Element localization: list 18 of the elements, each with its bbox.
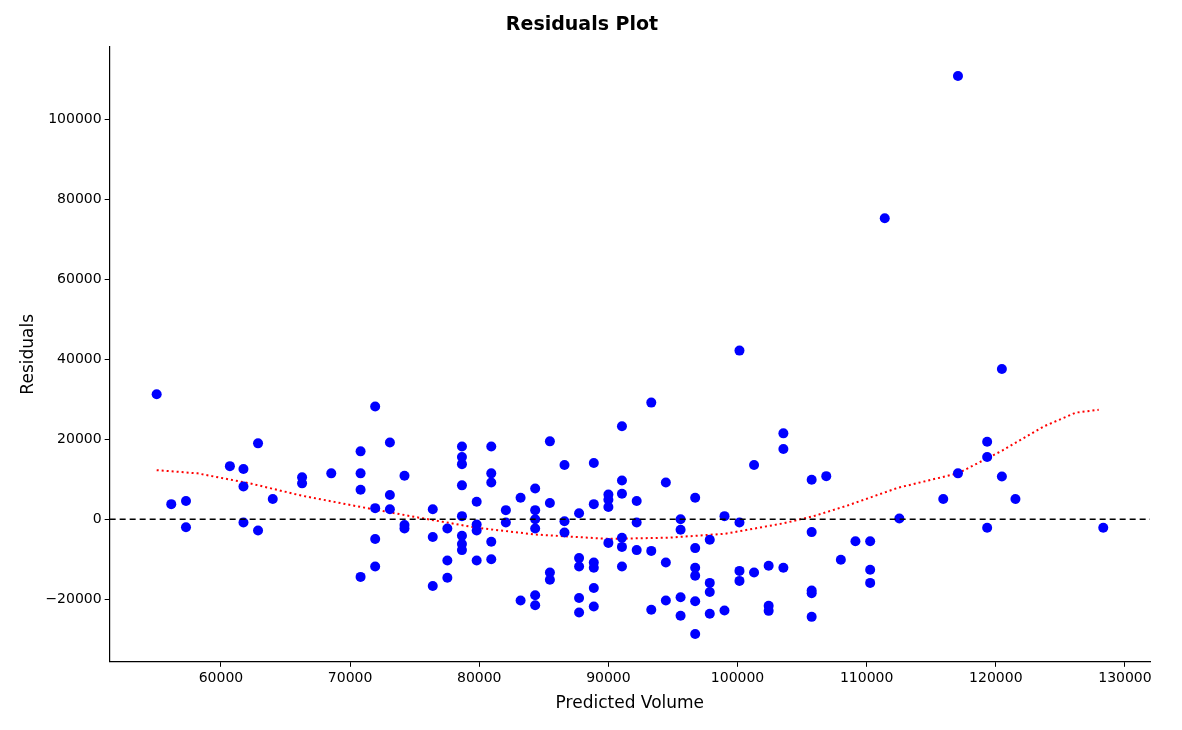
y-tick-label: 0 [92, 509, 102, 526]
x-tick-label: 70000 [327, 668, 373, 685]
x-tick-label: 110000 [839, 668, 894, 685]
x-tick-label: 80000 [456, 668, 502, 685]
x-tick-label: 90000 [586, 668, 631, 685]
y-tick-label: 100000 [48, 110, 102, 127]
y-tick-label: −20000 [45, 589, 102, 606]
y-axis-title: Residuals [16, 313, 37, 395]
x-axis-title: Predicted Volume [555, 692, 705, 713]
x-tick-label: 120000 [969, 668, 1023, 685]
y-tick-label: 80000 [57, 190, 102, 207]
chart-title: Residuals Plot [505, 12, 659, 35]
x-tick-label: 130000 [1098, 668, 1152, 685]
y-tick-label: 60000 [57, 270, 102, 287]
x-tick-label: 60000 [198, 668, 244, 685]
x-tick-label: 100000 [710, 668, 765, 685]
y-tick-label: 40000 [57, 350, 102, 367]
y-tick-label: 20000 [57, 430, 102, 447]
